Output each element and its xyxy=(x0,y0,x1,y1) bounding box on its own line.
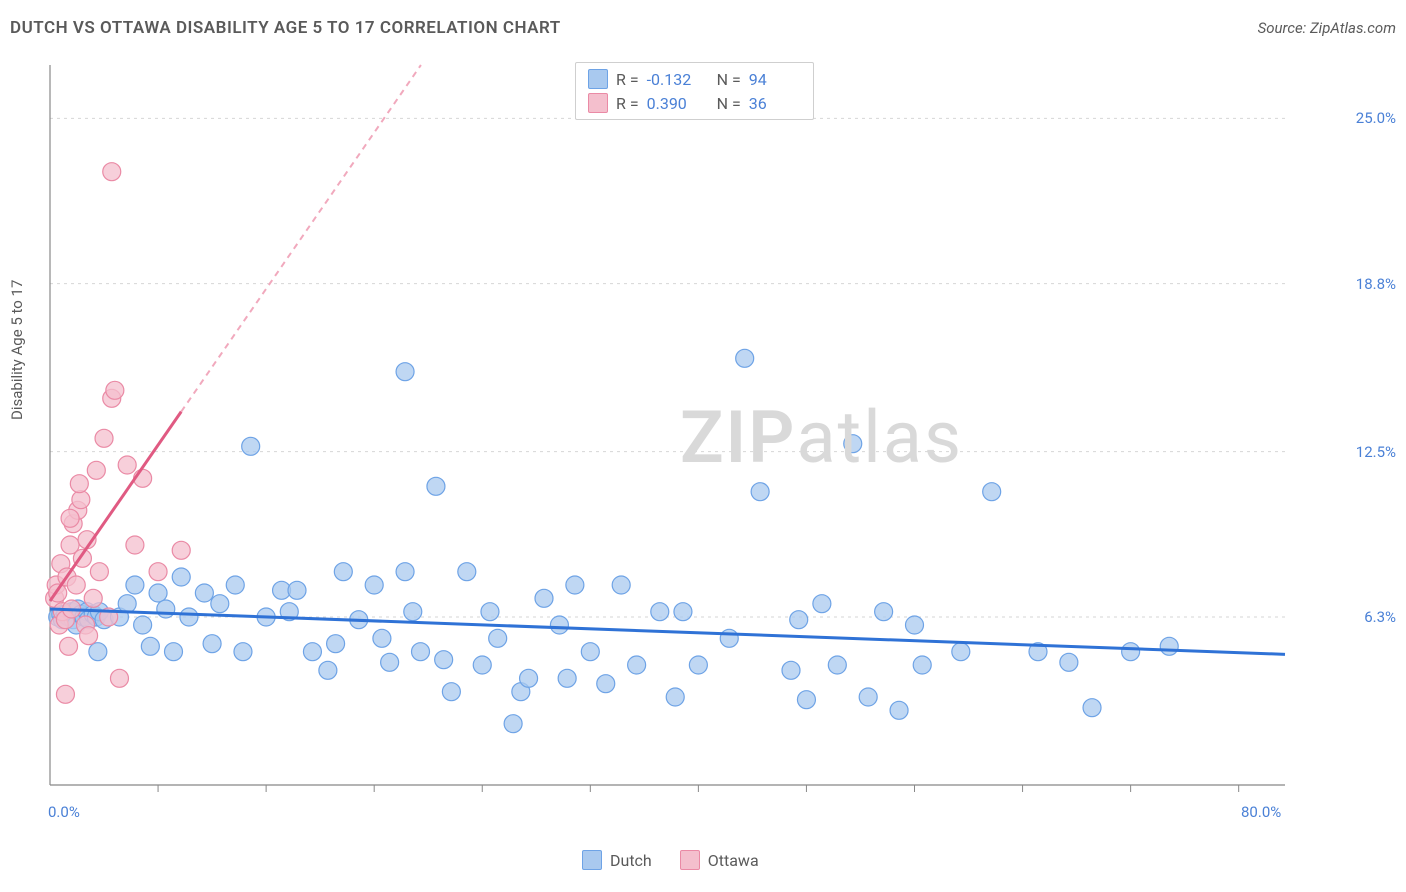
legend-swatch xyxy=(588,93,608,113)
n-label: N = xyxy=(717,70,741,89)
r-label: R = xyxy=(616,70,639,89)
legend-item: Dutch xyxy=(582,850,652,870)
r-label: R = xyxy=(616,94,639,113)
legend-swatch xyxy=(582,850,602,870)
legend-stats-row: R = 0.390 N = 36 xyxy=(588,91,801,115)
y-tick-label: 6.3% xyxy=(1364,608,1396,626)
y-tick-label: 18.8% xyxy=(1356,275,1396,293)
legend-swatch xyxy=(588,69,608,89)
legend-item: Ottawa xyxy=(680,850,759,870)
y-tick-label: 12.5% xyxy=(1356,443,1396,461)
r-value: 0.390 xyxy=(647,94,699,113)
series-legend: Dutch Ottawa xyxy=(582,850,759,870)
correlation-stats-legend: R = -0.132 N = 94 R = 0.390 N = 36 xyxy=(575,62,814,120)
x-max-label: 80.0% xyxy=(1241,803,1281,821)
chart-title: DUTCH VS OTTAWA DISABILITY AGE 5 TO 17 C… xyxy=(10,18,561,38)
y-axis-label: Disability Age 5 to 17 xyxy=(8,280,26,420)
plot-svg xyxy=(45,55,1355,815)
scatter-chart xyxy=(45,55,1355,815)
n-value: 36 xyxy=(749,94,801,113)
r-value: -0.132 xyxy=(647,70,699,89)
legend-label: Ottawa xyxy=(708,851,759,870)
legend-swatch xyxy=(680,850,700,870)
legend-stats-row: R = -0.132 N = 94 xyxy=(588,67,801,91)
legend-label: Dutch xyxy=(610,851,652,870)
source-attribution: Source: ZipAtlas.com xyxy=(1258,19,1396,37)
n-label: N = xyxy=(717,94,741,113)
y-tick-label: 25.0% xyxy=(1356,109,1396,127)
x-min-label: 0.0% xyxy=(48,803,80,821)
n-value: 94 xyxy=(749,70,801,89)
